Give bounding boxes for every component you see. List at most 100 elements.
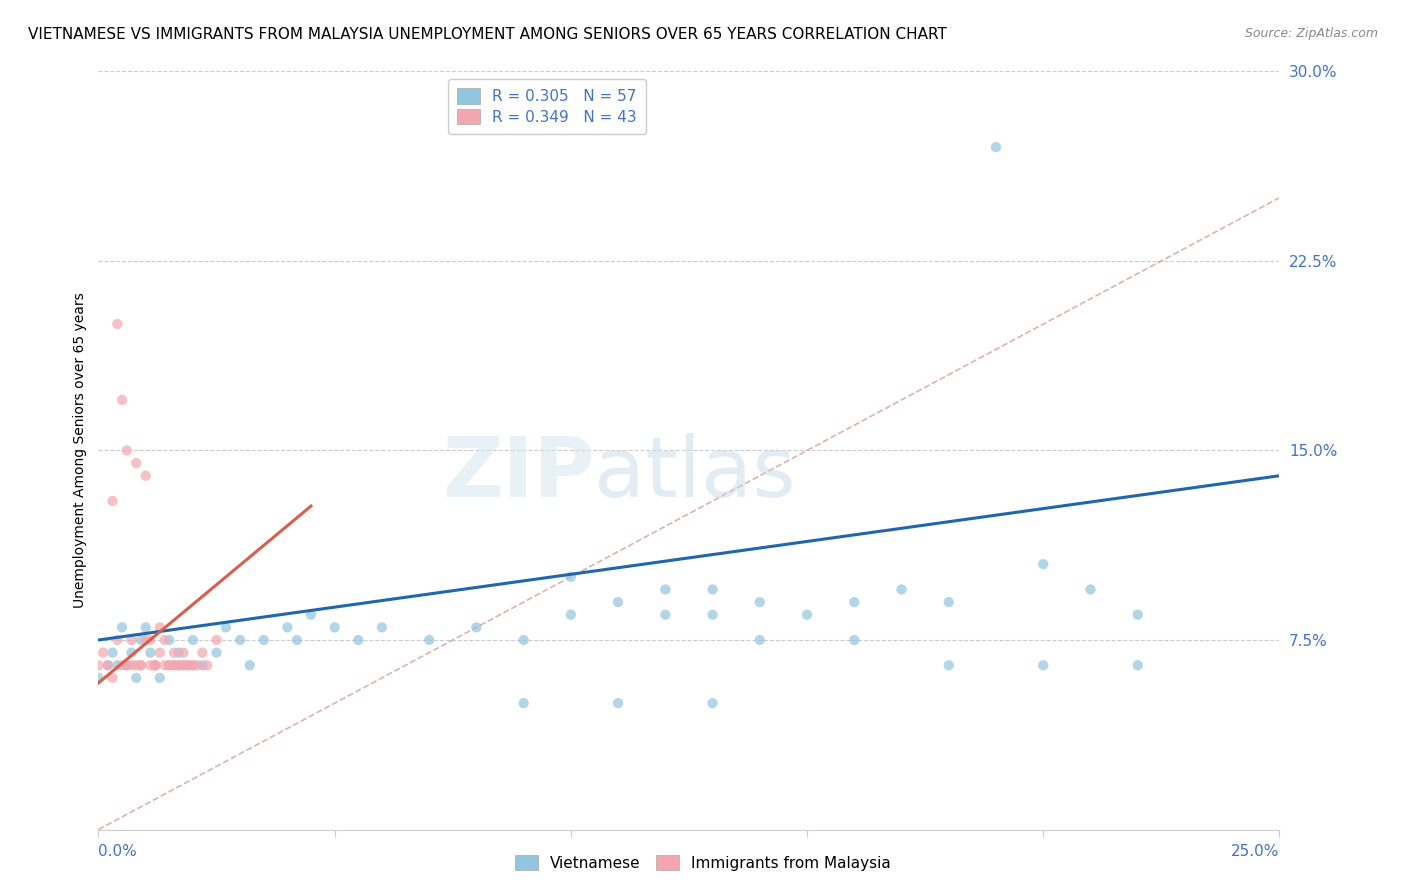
Point (984, 140, 1007, 154)
Point (512, 696, 534, 710)
Point (101, 494, 124, 508)
Point (172, 646, 194, 660)
Point (157, 658, 180, 673)
Point (299, 607, 322, 622)
Point (101, 671, 124, 685)
Point (702, 696, 724, 710)
Point (111, 392, 134, 407)
Point (121, 633, 143, 648)
Point (748, 595, 770, 609)
Point (163, 646, 186, 660)
Point (195, 658, 218, 673)
Point (607, 595, 630, 609)
Point (1126, 607, 1149, 622)
Point (129, 658, 152, 673)
Point (97, 658, 120, 673)
Point (177, 658, 200, 673)
Point (149, 671, 172, 685)
Point (135, 633, 157, 648)
Point (172, 658, 194, 673)
Point (181, 658, 204, 673)
Point (105, 317, 128, 331)
Y-axis label: Unemployment Among Seniors over 65 years: Unemployment Among Seniors over 65 years (73, 293, 87, 608)
Point (125, 658, 148, 673)
Point (125, 456, 148, 470)
Point (1126, 658, 1149, 673)
Point (115, 658, 138, 673)
Point (143, 658, 166, 673)
Point (167, 658, 190, 673)
Point (129, 658, 152, 673)
Point (607, 696, 630, 710)
Point (253, 633, 276, 648)
Point (177, 658, 200, 673)
Point (1032, 658, 1054, 673)
Point (191, 658, 214, 673)
Point (87, 658, 110, 673)
Point (139, 633, 162, 648)
Point (844, 633, 866, 648)
Point (143, 658, 166, 673)
Point (172, 658, 194, 673)
Text: ZIP: ZIP (441, 433, 595, 514)
Point (111, 658, 134, 673)
Point (560, 607, 582, 622)
Point (153, 658, 176, 673)
Point (167, 646, 190, 660)
Point (139, 646, 162, 660)
Text: Source: ZipAtlas.com: Source: ZipAtlas.com (1244, 27, 1378, 40)
Point (97, 658, 120, 673)
Legend: R = 0.305   N = 57, R = 0.349   N = 43: R = 0.305 N = 57, R = 0.349 N = 43 (449, 79, 647, 134)
Point (229, 633, 252, 648)
Point (121, 646, 143, 660)
Point (205, 633, 228, 648)
Point (890, 582, 912, 597)
Point (215, 620, 238, 634)
Point (938, 658, 960, 673)
Point (157, 633, 180, 648)
Text: atlas: atlas (595, 433, 796, 514)
Point (105, 633, 128, 648)
Point (187, 658, 209, 673)
Point (654, 607, 676, 622)
Point (938, 595, 960, 609)
Point (163, 658, 186, 673)
Point (285, 633, 308, 648)
Point (796, 607, 818, 622)
Text: 25.0%: 25.0% (1232, 845, 1279, 859)
Point (115, 443, 138, 458)
Point (512, 633, 534, 648)
Point (418, 633, 440, 648)
Point (87, 671, 110, 685)
Point (91, 646, 114, 660)
Point (125, 671, 148, 685)
Point (135, 468, 157, 483)
Point (149, 646, 172, 660)
Point (323, 620, 346, 634)
Point (702, 607, 724, 622)
Point (105, 658, 128, 673)
Point (121, 658, 143, 673)
Point (205, 646, 228, 660)
Point (654, 582, 676, 597)
Point (191, 646, 214, 660)
Point (149, 620, 172, 634)
Legend: Vietnamese, Immigrants from Malaysia: Vietnamese, Immigrants from Malaysia (506, 846, 900, 880)
Point (143, 658, 166, 673)
Point (101, 646, 124, 660)
Point (181, 633, 204, 648)
Point (465, 620, 488, 634)
Point (276, 620, 298, 634)
Point (135, 620, 157, 634)
Point (167, 658, 190, 673)
Point (560, 570, 582, 584)
Point (111, 620, 134, 634)
Point (115, 658, 138, 673)
Point (157, 658, 180, 673)
Point (129, 633, 152, 648)
Point (748, 633, 770, 648)
Point (1080, 582, 1102, 597)
Point (702, 582, 724, 597)
Point (347, 633, 370, 648)
Point (239, 658, 262, 673)
